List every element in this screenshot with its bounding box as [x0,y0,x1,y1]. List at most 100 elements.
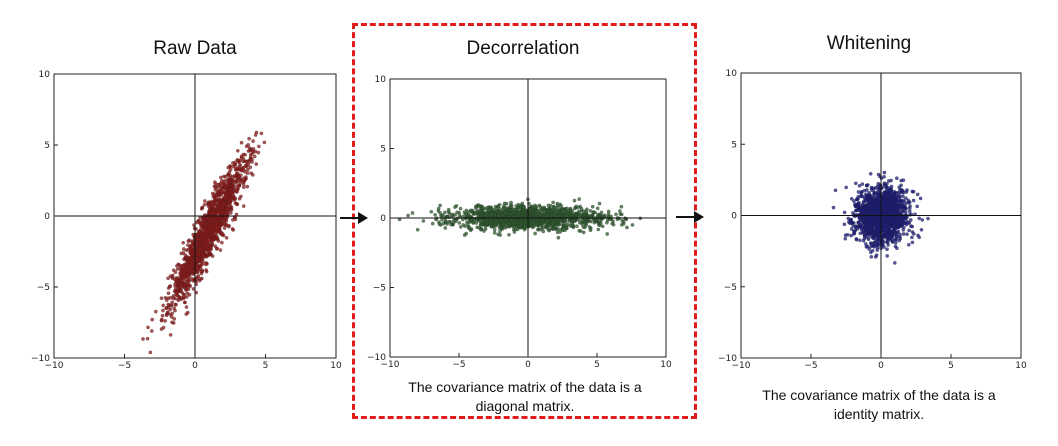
data-point [237,167,241,172]
data-point [145,336,150,341]
data-point [430,221,435,226]
data-point [551,227,556,231]
data-point [502,201,507,206]
data-point [897,197,902,202]
y-tick-label: 5 [731,140,737,150]
data-point [241,185,246,190]
data-point [235,175,240,180]
data-point [887,199,891,203]
data-point [875,184,880,189]
data-point [238,173,243,178]
data-point [907,209,912,214]
data-point [886,236,891,240]
data-point [473,204,478,209]
data-point [590,204,595,209]
data-point [522,224,526,229]
data-point [881,219,886,224]
data-point [205,251,210,255]
data-point [150,317,155,322]
data-point [199,246,204,250]
data-point [433,212,437,217]
data-point [886,205,890,210]
data-point [892,221,897,226]
data-point [909,224,913,228]
y-tick-label: 10 [39,70,51,80]
data-point [858,222,863,227]
data-point [248,156,253,161]
data-point [903,221,907,226]
data-point [557,214,562,218]
scatter-points [397,197,643,240]
data-point [406,213,410,218]
data-point [895,246,899,251]
data-point [876,172,881,177]
data-point [410,211,415,215]
data-point [545,208,549,213]
data-point [892,261,897,265]
data-point [593,219,598,223]
data-point [567,219,571,223]
x-tick-label: 5 [263,361,269,371]
data-point [207,234,212,238]
data-point [885,219,890,224]
data-point [901,232,906,236]
data-point [560,207,565,212]
data-point [200,232,205,236]
data-point [199,224,203,229]
data-point [894,176,899,181]
data-point [211,194,216,198]
data-point [176,298,181,303]
data-point [436,206,441,211]
data-point [910,240,915,245]
data-point [492,213,497,217]
data-point [861,200,866,205]
data-point [176,262,181,267]
data-point [224,222,229,227]
data-point [196,266,200,270]
data-point [879,176,884,181]
data-point [875,223,880,228]
data-point [458,225,463,229]
data-point [611,219,615,224]
data-point [429,209,434,214]
data-point [488,221,493,226]
data-point [577,228,582,233]
data-point [869,225,874,230]
data-point [172,289,177,294]
data-point [184,266,188,271]
x-tick-label: −10 [381,360,400,370]
data-point [217,227,222,232]
caption-line: The covariance matrix of the data is a [762,387,996,403]
data-point [874,253,879,258]
data-point [201,241,206,246]
data-point [172,317,177,321]
data-point [529,222,533,227]
data-point [910,235,914,240]
data-point [230,191,235,196]
data-point [415,227,420,232]
data-point [146,325,150,330]
data-point [530,210,535,214]
data-point [618,209,622,213]
data-point [521,210,525,214]
data-point [868,193,873,198]
data-point [849,233,853,238]
data-point [591,210,596,215]
data-point [438,203,442,208]
data-point [248,165,253,170]
data-point [222,226,227,230]
data-point [186,263,191,267]
raw-data-title: Raw Data [153,38,237,59]
data-point [833,188,838,193]
data-point [245,167,250,172]
data-point [901,225,906,230]
data-point [216,205,221,210]
data-point [886,185,890,190]
data-point [917,235,922,240]
data-point [619,212,624,217]
data-point [224,235,229,240]
data-point [196,274,201,278]
data-point [557,227,562,232]
data-point [230,227,235,231]
data-point [244,144,249,149]
